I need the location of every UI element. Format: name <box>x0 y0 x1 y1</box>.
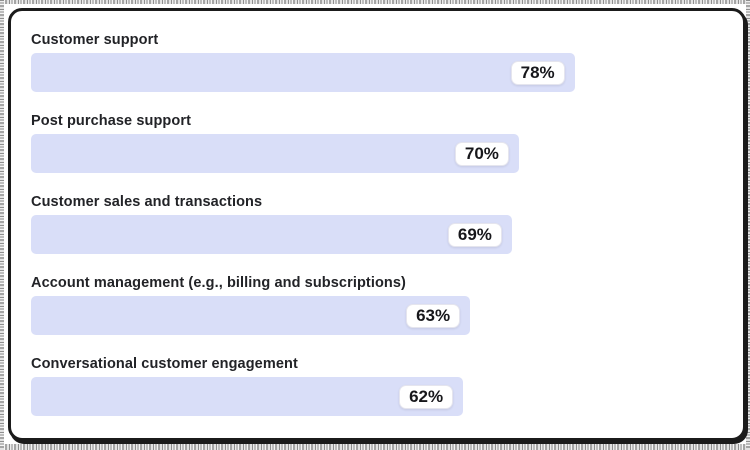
value-label-badge: 70% <box>454 141 509 166</box>
category-label: Account management (e.g., billing and su… <box>31 275 406 291</box>
bar-row: Customer sales and transactions 69% <box>31 194 743 254</box>
bar: 78% <box>31 53 575 92</box>
bar-row: Account management (e.g., billing and su… <box>31 275 743 335</box>
chart-card: Customer support 78% Post purchase suppo… <box>8 8 746 441</box>
bar-track: 78% <box>31 53 728 92</box>
value-label-badge: 69% <box>447 222 502 247</box>
bar: 70% <box>31 134 519 173</box>
value-label-badge: 78% <box>510 60 565 85</box>
value-label-badge: 63% <box>406 303 461 328</box>
bar: 69% <box>31 215 512 254</box>
screenshot-edge-noise-left <box>0 0 4 450</box>
screenshot-edge-noise-top <box>0 0 750 4</box>
screenshot-edge-noise-bottom <box>0 444 750 450</box>
bar-track: 63% <box>31 296 728 335</box>
bar-row: Customer support 78% <box>31 32 743 92</box>
category-label: Conversational customer engagement <box>31 356 298 372</box>
value-label-badge: 62% <box>399 384 454 409</box>
category-label: Customer sales and transactions <box>31 194 263 210</box>
bar-row: Conversational customer engagement 62% <box>31 356 743 416</box>
bar-row: Post purchase support 70% <box>31 113 743 173</box>
category-label: Customer support <box>31 32 159 48</box>
bar-track: 62% <box>31 377 728 416</box>
screenshot-edge-noise-right <box>746 0 750 450</box>
category-label: Post purchase support <box>31 113 192 129</box>
bar-track: 70% <box>31 134 728 173</box>
bar: 63% <box>31 296 471 335</box>
bar-track: 69% <box>31 215 728 254</box>
bar: 62% <box>31 377 464 416</box>
